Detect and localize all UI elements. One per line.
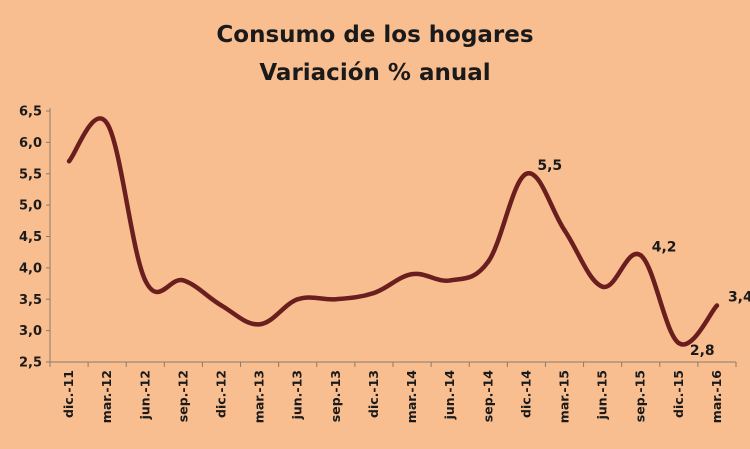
chart-title: Consumo de los hogares xyxy=(216,22,533,48)
y-tick-label: 6,0 xyxy=(19,136,42,151)
data-label: 2,8 xyxy=(690,343,715,359)
x-tick-label: mar.-12 xyxy=(99,370,114,423)
x-tick-label: mar.-14 xyxy=(404,370,419,423)
data-point xyxy=(714,303,720,308)
y-tick-label: 5,0 xyxy=(19,199,42,214)
y-tick-label: 6,5 xyxy=(19,105,42,120)
data-labels: 5,5 4,2 2,8 3,4 xyxy=(537,158,750,359)
data-label: 3,4 xyxy=(728,290,750,306)
data-point xyxy=(409,271,415,277)
data-point xyxy=(295,297,300,302)
axes: 2,5 3,0 3,5 4,0 4,5 5,0 5,5 6,0 6,5 dic.-11 mar.-1… xyxy=(19,105,737,423)
data-point xyxy=(66,159,72,164)
data-point xyxy=(562,228,567,233)
x-tick-label: sep.-14 xyxy=(480,370,495,422)
x-tick-label: jun.-12 xyxy=(137,370,152,420)
data-point xyxy=(676,340,682,346)
y-tick-label: 4,5 xyxy=(19,230,42,245)
data-point xyxy=(143,278,148,283)
x-tick-label: dic.-13 xyxy=(366,370,381,418)
x-tick-label: jun.-14 xyxy=(442,370,457,421)
series-line xyxy=(66,116,720,347)
series-group xyxy=(66,116,720,347)
data-point xyxy=(219,303,224,308)
y-tick-label: 3,5 xyxy=(19,293,42,308)
data-point xyxy=(447,278,453,283)
data-point xyxy=(257,322,262,327)
x-tick-label: sep.-12 xyxy=(175,370,190,422)
data-point xyxy=(638,253,643,258)
x-tick-label: jun.-15 xyxy=(595,370,610,420)
data-label: 4,2 xyxy=(652,239,677,255)
y-tick-label: 4,0 xyxy=(19,261,42,276)
data-point xyxy=(333,297,339,302)
data-point xyxy=(181,278,186,283)
y-tick-label: 2,5 xyxy=(19,356,42,371)
x-tick-label: sep.-13 xyxy=(328,370,343,422)
x-tick-label: sep.-15 xyxy=(633,370,648,422)
y-tick-label: 3,0 xyxy=(19,324,42,339)
data-point xyxy=(371,290,377,296)
chart-subtitle: Variación % anual xyxy=(259,60,490,86)
x-tick-label: dic.-11 xyxy=(61,370,76,418)
data-point xyxy=(600,284,605,289)
x-tick-label: mar.-16 xyxy=(709,370,724,423)
x-tick-label: mar.-13 xyxy=(252,370,267,423)
x-tick-label: dic.-15 xyxy=(671,370,686,418)
x-tick-label: mar.-15 xyxy=(557,370,572,423)
x-tick-label: dic.-12 xyxy=(214,370,229,418)
data-point xyxy=(524,171,529,176)
y-tick-label: 5,5 xyxy=(19,167,42,182)
data-point xyxy=(104,121,110,126)
x-tick-label: dic.-14 xyxy=(518,370,533,418)
data-point xyxy=(486,259,491,264)
data-label: 5,5 xyxy=(537,158,562,174)
x-tick-label: jun.-13 xyxy=(290,370,305,420)
